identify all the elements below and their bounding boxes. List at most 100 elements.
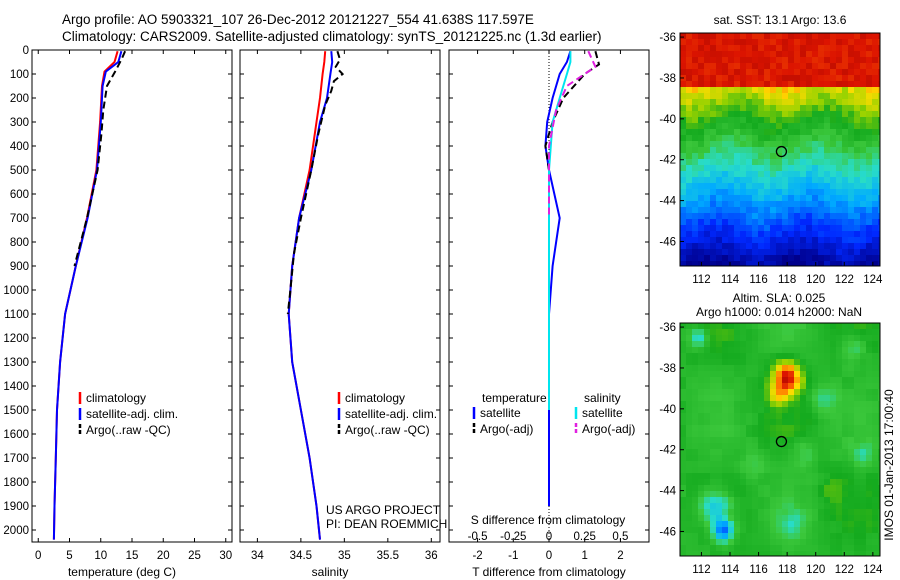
x-axis-label: temperature (deg C): [68, 565, 176, 579]
y-tick-label: 1000: [3, 285, 29, 297]
legend-entry: satellite: [480, 406, 521, 420]
legend-entry: satellite: [582, 406, 623, 420]
y-tick-label: 1200: [3, 333, 29, 345]
panel-1-frame: [31, 49, 233, 543]
map-frame: [679, 322, 881, 557]
argo-position-marker: [775, 435, 788, 448]
sla-map-subtitle: Argo h1000: 0.014 h2000: NaN: [696, 305, 862, 319]
y-tick-label: 2000: [3, 525, 29, 537]
x-tick-label: 0: [546, 550, 552, 562]
x-tick-label: 122: [835, 274, 854, 286]
x-tick-label: 2: [617, 550, 623, 562]
x-tick-label: -1: [508, 550, 518, 562]
y-tick-label: 1900: [3, 501, 29, 513]
series-line-satelliteadjclim: [52, 50, 123, 540]
panel-2-frame: [239, 49, 441, 543]
credit-text: PI: DEAN ROEMMICH: [326, 517, 447, 531]
x-tick-label: 35: [338, 550, 351, 562]
title-line-2: Climatology: CARS2009. Satellite-adjuste…: [62, 29, 602, 44]
x-tick-label: 34.5: [290, 550, 312, 562]
series-line-argoadj: [548, 50, 597, 218]
y-tick-label: 100: [10, 69, 29, 81]
credit-text: US ARGO PROJECT: [326, 503, 441, 517]
x-tick-label: 124: [863, 274, 883, 286]
x-tick-label: 30: [219, 550, 232, 562]
y-tick-label: -46: [659, 236, 676, 248]
x2-tick-label: -0.25: [500, 531, 526, 543]
legend-entry: climatology: [86, 391, 146, 405]
y-tick-label: -46: [659, 526, 676, 538]
x2-tick-label: 0.5: [612, 531, 628, 543]
x-tick-label: 120: [806, 564, 825, 576]
argo-position-marker: [775, 145, 788, 158]
y-tick-label: 1300: [3, 357, 29, 369]
x-axis-label: T difference from climatology: [472, 565, 626, 579]
legend-entry: Argo(..raw -QC): [86, 423, 171, 437]
legend-entry: Argo(-adj): [582, 422, 635, 436]
legend-heading-salinity: salinity: [584, 391, 621, 405]
y-tick-label: 1700: [3, 453, 29, 465]
x-tick-label: 112: [692, 564, 710, 576]
legend-entry: satellite-adj. clim.: [345, 407, 437, 421]
map-frame: [679, 32, 881, 267]
sst-map-title: sat. SST: 13.1 Argo: 13.6: [714, 13, 847, 27]
y-tick-label: 700: [10, 213, 29, 225]
x-tick-label: 114: [721, 564, 740, 576]
y-tick-label: 900: [10, 261, 29, 273]
y-tick-label: -38: [659, 73, 676, 85]
x2-tick-label: -0.5: [468, 531, 488, 543]
y-tick-label: -36: [659, 322, 676, 334]
map-3-grid: [680, 33, 880, 266]
x-tick-label: 10: [94, 550, 107, 562]
y-tick-label: 1600: [3, 429, 29, 441]
y-tick-label: -38: [659, 363, 676, 375]
x2-tick-label: 0.25: [574, 531, 596, 543]
legend-heading-temperature: temperature: [482, 391, 547, 405]
map-4-grid: [680, 323, 880, 556]
y-tick-label: 0: [23, 45, 29, 57]
legend-entry: Argo(..raw -QC): [345, 423, 430, 437]
y-tick-label: -42: [659, 155, 676, 167]
y-tick-label: 200: [10, 93, 29, 105]
y-tick-label: 500: [10, 165, 29, 177]
x-tick-label: -2: [472, 550, 482, 562]
title-line-1: Argo profile: AO 5903321_107 26-Dec-2012…: [62, 12, 534, 27]
y-tick-label: -40: [659, 114, 676, 126]
timestamp-text: IMOS 01-Jan-2013 17:00:40: [882, 389, 896, 541]
x-axis-label: salinity: [312, 565, 349, 579]
x-tick-label: 36: [425, 550, 438, 562]
y-tick-label: -44: [659, 196, 676, 208]
x-tick-label: 122: [835, 564, 854, 576]
y-tick-label: 800: [10, 237, 29, 249]
x-tick-label: 35.5: [377, 550, 399, 562]
x-tick-label: 25: [188, 550, 201, 562]
y-tick-label: 1400: [3, 381, 29, 393]
x2-axis-label: S difference from climatology: [471, 513, 626, 527]
y-tick-label: -42: [659, 445, 676, 457]
x-tick-label: 15: [126, 550, 139, 562]
x-tick-label: 120: [806, 274, 825, 286]
x-tick-label: 0: [35, 550, 41, 562]
x-tick-label: 20: [157, 550, 170, 562]
y-tick-label: 300: [10, 117, 29, 129]
y-tick-label: 1500: [3, 405, 29, 417]
series-line-argorawqc: [286, 50, 345, 315]
y-tick-label: 400: [10, 141, 29, 153]
x-tick-label: 1: [582, 550, 588, 562]
series-line-satellite: [548, 51, 572, 410]
legend-entry: climatology: [345, 391, 405, 405]
x-tick-label: 116: [749, 564, 767, 576]
y-tick-label: 600: [10, 189, 29, 201]
x-tick-label: 112: [692, 274, 710, 286]
x-tick-label: 114: [721, 274, 740, 286]
sla-map-title: Altim. SLA: 0.025: [733, 291, 826, 305]
x-tick-label: 118: [778, 564, 796, 576]
x-tick-label: 34: [251, 550, 264, 562]
y-tick-label: 1800: [3, 477, 29, 489]
x-tick-label: 5: [66, 550, 72, 562]
x-tick-label: 118: [778, 274, 796, 286]
x-tick-label: 116: [749, 274, 767, 286]
legend-entry: Argo(-adj): [480, 422, 533, 436]
series-line-argorawqc: [73, 50, 127, 267]
